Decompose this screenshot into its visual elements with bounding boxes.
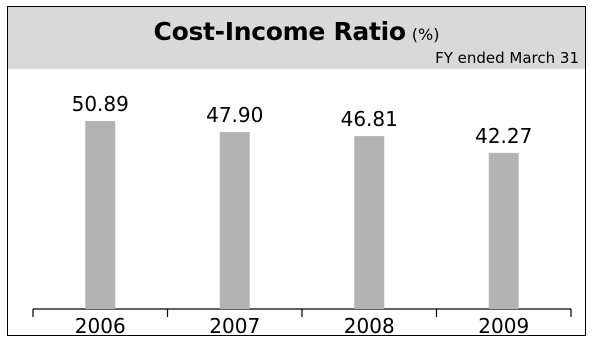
bar-2007 — [219, 132, 250, 309]
chart-title-unit: (%) — [411, 25, 440, 44]
bar-2008 — [354, 136, 385, 309]
chart-title: Cost-Income Ratio (%) — [8, 17, 585, 46]
x-tick-label-2007: 2007 — [209, 314, 260, 338]
chart-subtitle: FY ended March 31 — [435, 49, 579, 67]
title-band: Cost-Income Ratio (%) FY ended March 31 — [8, 7, 585, 69]
data-label-2007: 47.90 — [206, 103, 263, 127]
chart-border — [7, 6, 586, 336]
x-tick-label-2008: 2008 — [344, 314, 395, 338]
bar-2009 — [488, 152, 519, 309]
data-label-2006: 50.89 — [72, 92, 129, 116]
chart-title-text: Cost-Income Ratio — [153, 17, 407, 46]
x-tick-label-2009: 2009 — [478, 314, 529, 338]
bar-2006 — [85, 121, 116, 309]
data-label-2008: 46.81 — [341, 107, 398, 131]
x-tick-label-2006: 2006 — [75, 314, 126, 338]
data-label-2009: 42.27 — [475, 124, 532, 148]
